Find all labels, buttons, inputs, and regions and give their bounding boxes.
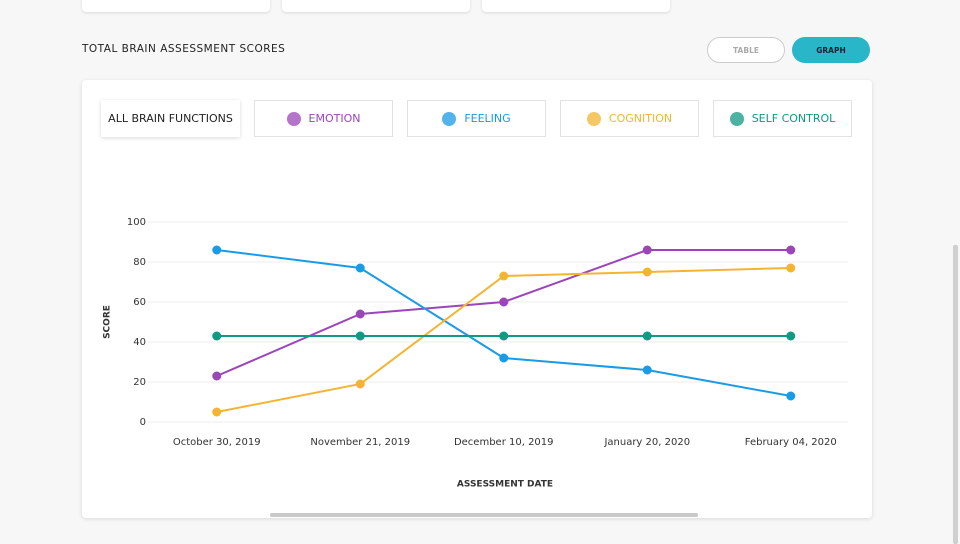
data-point [642,245,652,255]
data-point [642,267,652,277]
y-axis-label: SCORE [103,305,113,339]
tab-function[interactable]: FEELING [407,100,546,137]
y-tick-label: 100 [127,217,146,228]
data-point [212,331,222,341]
tab-label: EMOTION [308,112,361,125]
summary-card [82,0,270,12]
y-tick-label: 0 [140,417,146,428]
data-point [499,353,509,363]
data-point [355,379,365,389]
tab-label: SELF CONTROL [751,112,836,125]
graph-button[interactable]: GRAPH [792,37,870,63]
page-scrollbar[interactable] [953,245,958,544]
x-tick-label: February 04, 2020 [745,437,837,448]
data-point [499,331,509,341]
table-button[interactable]: TABLE [707,37,785,63]
x-tick-label: December 10, 2019 [454,437,554,448]
x-axis-label: ASSESSMENT DATE [457,480,553,490]
y-tick-label: 60 [133,297,146,308]
data-point [786,331,796,341]
tab-function[interactable]: COGNITION [560,100,699,137]
scrollbar[interactable] [270,513,698,517]
data-point [212,245,222,255]
data-point [355,309,365,319]
data-point [212,407,222,417]
y-tick-label: 40 [133,337,146,348]
summary-card [482,0,670,12]
data-point [786,245,796,255]
y-tick-label: 80 [133,257,146,268]
tab-icon [586,111,601,126]
tab-function[interactable]: SELF CONTROL [713,100,852,137]
x-tick-label: October 30, 2019 [173,437,261,448]
y-tick-label: 20 [133,377,146,388]
tab-all[interactable]: ALL BRAIN FUNCTIONS [101,100,240,137]
tab-label: FEELING [464,112,511,125]
tab-label: COGNITION [608,112,673,125]
section-title: TOTAL BRAIN ASSESSMENT SCORES [82,43,286,55]
chart-card [82,80,872,518]
data-point [642,331,652,341]
tab-icon [729,111,744,126]
summary-card [282,0,470,12]
data-point [642,365,652,375]
tab-function[interactable]: EMOTION [254,100,393,137]
data-point [355,331,365,341]
data-point [212,371,222,381]
tab-icon [286,111,301,126]
data-point [786,263,796,273]
data-point [499,297,509,307]
x-tick-label: January 20, 2020 [603,437,690,448]
data-point [786,391,796,401]
x-tick-label: November 21, 2019 [310,437,410,448]
data-point [499,271,509,281]
data-point [355,263,365,273]
tab-icon [442,111,457,126]
